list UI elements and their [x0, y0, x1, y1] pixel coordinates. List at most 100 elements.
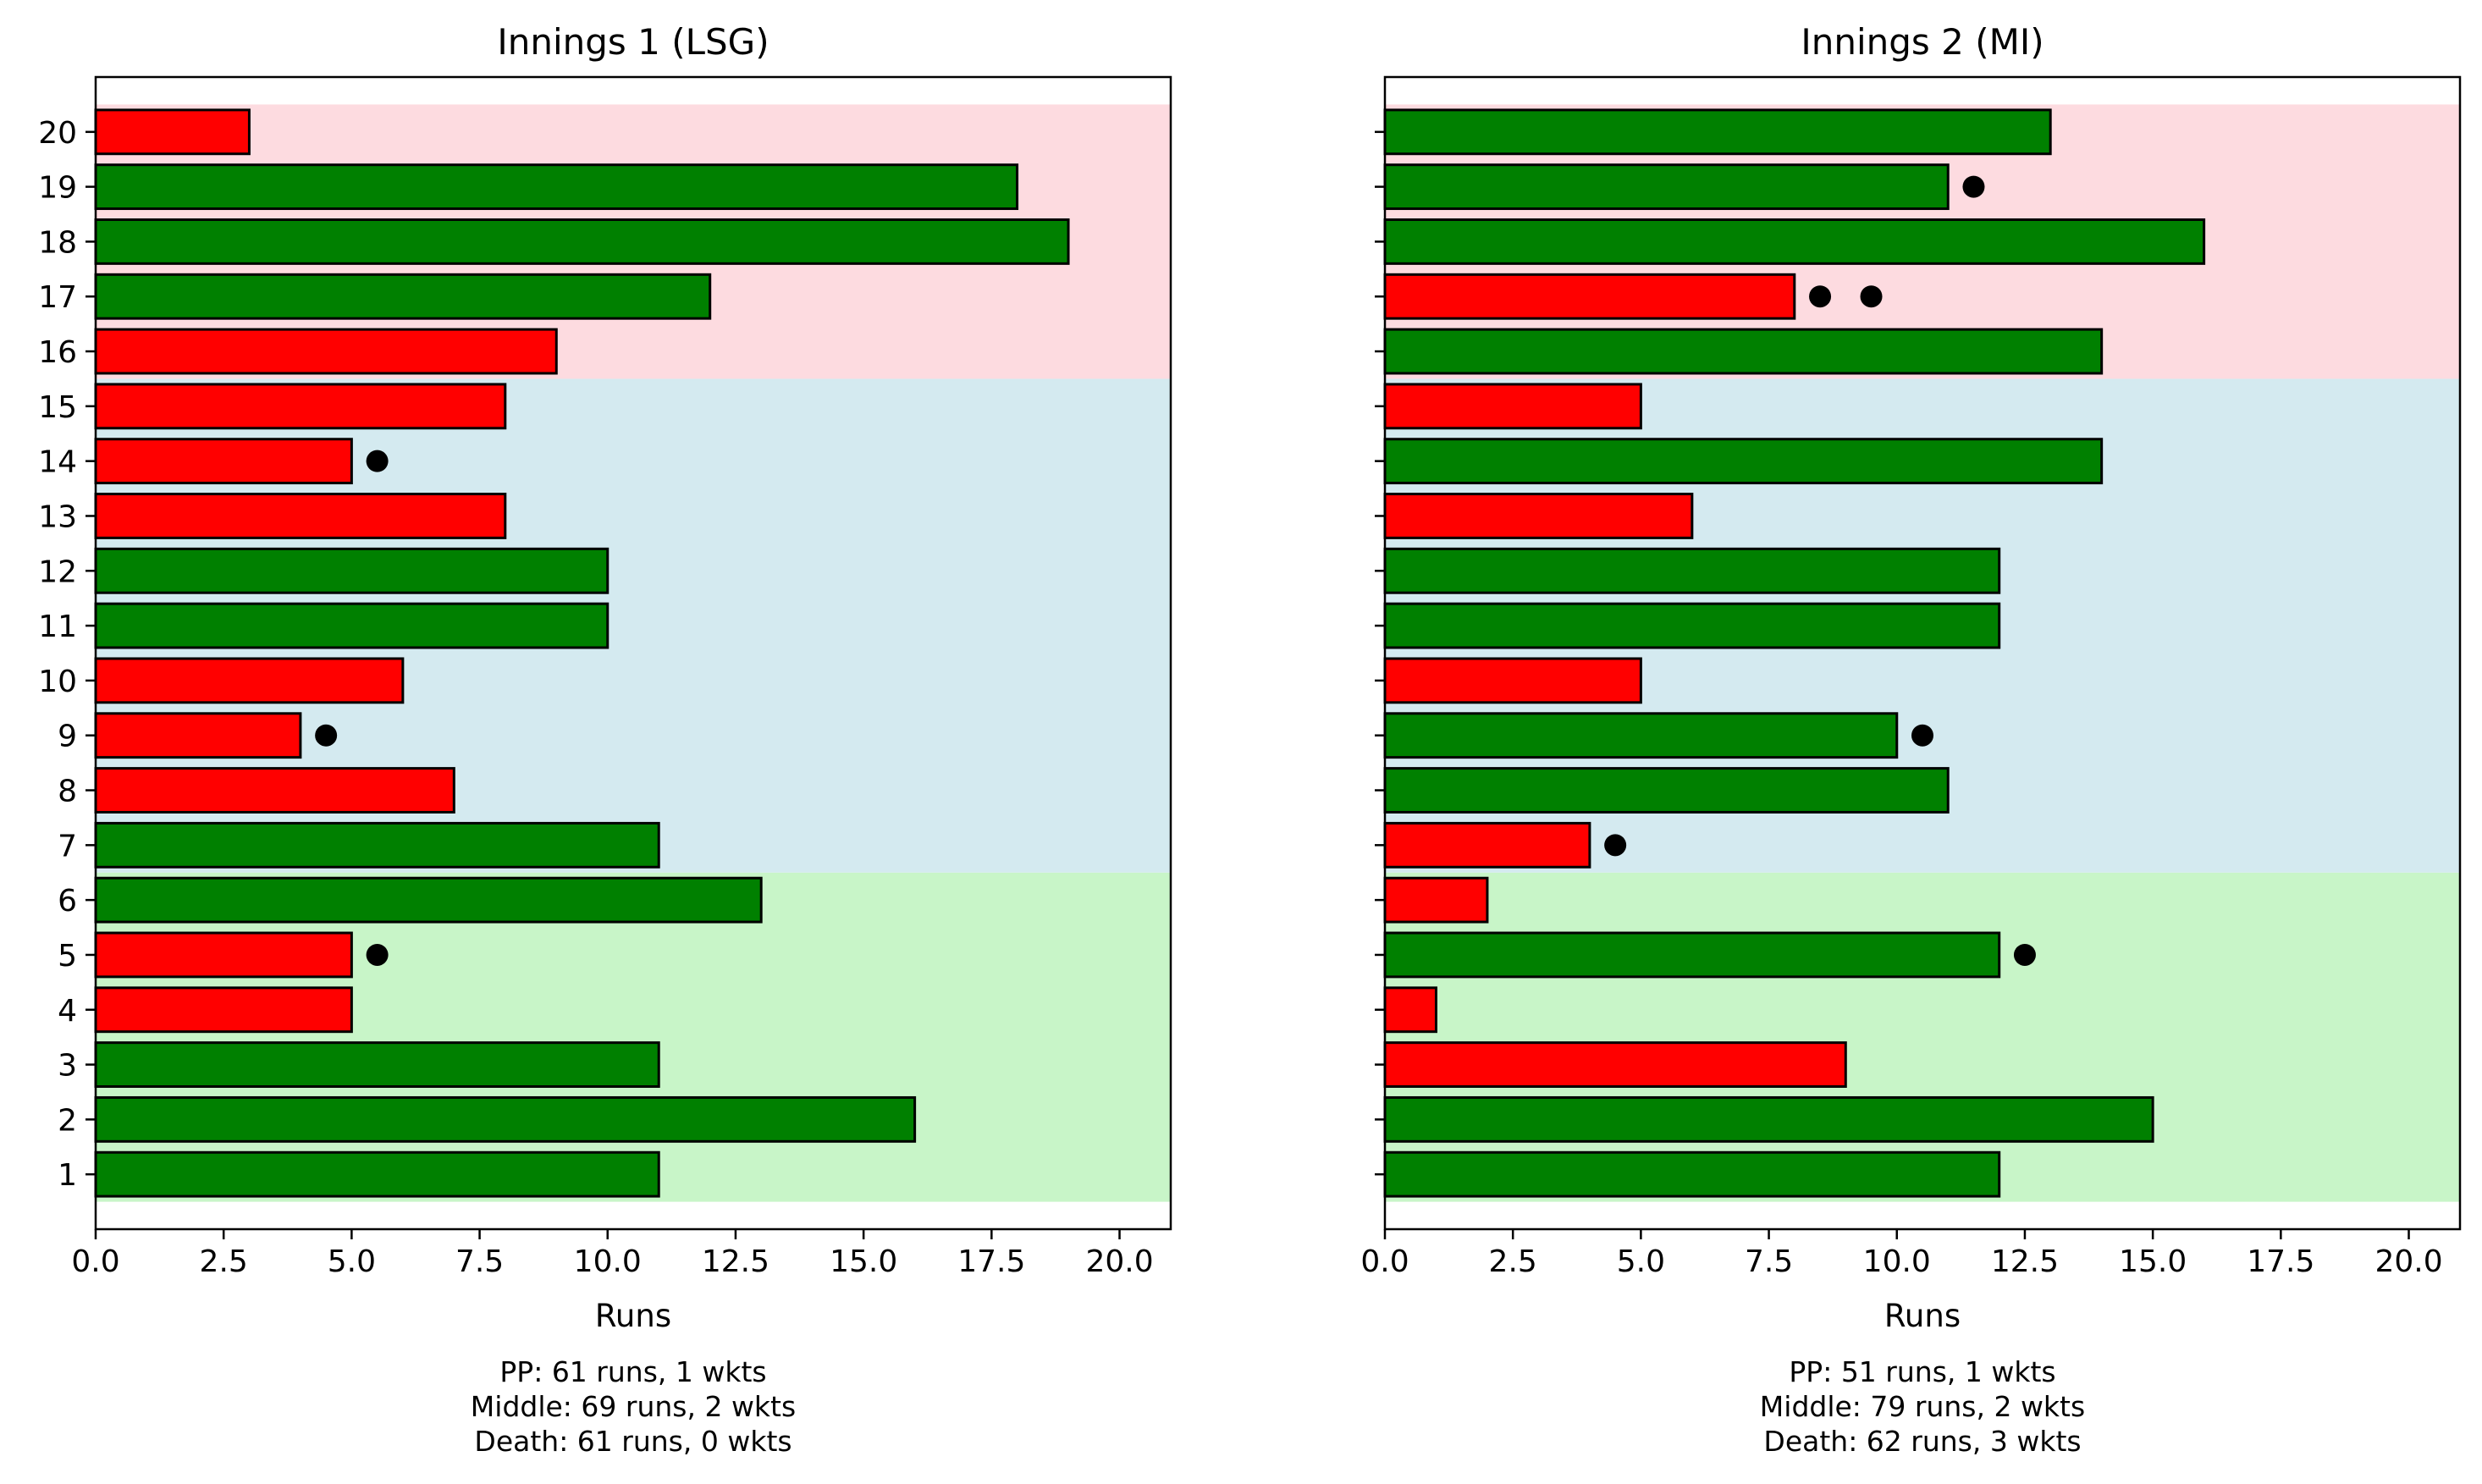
phase-summary-line: Death: 62 runs, 3 wkts — [1763, 1425, 2081, 1458]
bar-over-11 — [1383, 602, 2001, 649]
x-tick-label: 7.5 — [1745, 1244, 1793, 1279]
x-tick-label: 0.0 — [1360, 1244, 1409, 1279]
x-tick-label: 20.0 — [2374, 1244, 2442, 1279]
x-tick-label: 5.0 — [328, 1244, 376, 1279]
bar-over-1 — [1383, 1150, 2001, 1198]
x-tick-label: 15.0 — [830, 1244, 897, 1279]
bar-over-16 — [1383, 328, 2104, 375]
bar-over-10 — [1383, 657, 1642, 704]
phase-summary-line: PP: 51 runs, 1 wkts — [1789, 1355, 2055, 1388]
x-tick-label: 17.5 — [2247, 1244, 2314, 1279]
y-tick-label: 9 — [58, 720, 77, 754]
bar-over-18 — [94, 218, 1070, 265]
y-tick-label: 13 — [38, 499, 77, 534]
x-tick-label: 5.0 — [1617, 1244, 1665, 1279]
wicket-marker-over-5 — [2013, 943, 2036, 966]
y-tick-label: 7 — [58, 829, 77, 863]
panel-innings-2: 0.0 2.5 5.0 7.5 10.0 12.5 15.0 17.5 20.0 Innings … — [1360, 21, 2462, 1458]
bar-over-10 — [94, 657, 405, 704]
bar-over-8 — [94, 767, 455, 814]
x-tick-label: 0.0 — [71, 1244, 119, 1279]
y-tick-label: 5 — [58, 939, 77, 974]
bar-over-3 — [1383, 1041, 1847, 1088]
y-tick-label: 15 — [38, 390, 77, 425]
phase-summary-line: Death: 61 runs, 0 wkts — [474, 1425, 791, 1458]
wicket-marker-over-9 — [315, 724, 338, 747]
x-axis-label: Runs — [1884, 1298, 1961, 1334]
bar-over-18 — [1383, 218, 2206, 265]
bar-over-20 — [1383, 108, 2052, 156]
y-tick-label: 1 — [58, 1158, 77, 1193]
phase-summary-line: PP: 61 runs, 1 wkts — [499, 1355, 766, 1388]
bar-over-13 — [94, 493, 507, 539]
panel-innings-1: 0.0 2.5 5.0 7.5 10.0 12.5 15.0 17.5 20.012345678… — [38, 21, 1172, 1458]
axes-frame — [94, 75, 1172, 1231]
y-tick-label: 14 — [38, 445, 77, 480]
bar-over-4 — [94, 986, 353, 1034]
y-tick-label: 10 — [38, 665, 77, 699]
y-tick-label: 4 — [58, 994, 77, 1029]
bar-over-12 — [1383, 547, 2001, 594]
bar-over-5 — [1383, 931, 2001, 979]
y-tick-label: 6 — [58, 884, 77, 919]
bar-over-17 — [94, 273, 712, 320]
wicket-marker-over-5 — [366, 943, 389, 966]
bar-over-15 — [94, 383, 507, 430]
bar-over-11 — [94, 602, 609, 649]
phase-summary-line: Middle: 79 runs, 2 wkts — [1760, 1390, 2085, 1423]
bar-over-9 — [94, 712, 302, 759]
bar-over-7 — [1383, 821, 1591, 869]
bar-over-6 — [1383, 876, 1489, 924]
y-tick-label: 11 — [38, 610, 77, 644]
bar-over-15 — [1383, 383, 1642, 430]
axes-frame — [1383, 75, 2462, 1231]
bar-over-3 — [94, 1041, 660, 1088]
x-axis-label: Runs — [595, 1298, 671, 1334]
y-tick-label: 12 — [38, 554, 77, 589]
y-tick-label: 8 — [58, 775, 77, 809]
bar-over-19 — [1383, 163, 1950, 211]
phase-band-pp — [1385, 872, 2460, 1202]
x-tick-label: 10.0 — [1863, 1244, 1931, 1279]
wicket-marker-over-17 — [1809, 285, 1832, 308]
bar-over-19 — [94, 163, 1019, 211]
x-tick-label: 2.5 — [200, 1244, 248, 1279]
bar-over-6 — [94, 876, 763, 924]
x-tick-label: 15.0 — [2119, 1244, 2187, 1279]
panel-title: Innings 1 (LSG) — [497, 21, 769, 63]
x-tick-label: 17.5 — [957, 1244, 1025, 1279]
bar-over-12 — [94, 547, 609, 594]
bar-over-9 — [1383, 712, 1899, 759]
x-tick-label: 7.5 — [455, 1244, 504, 1279]
y-tick-label: 19 — [38, 171, 77, 206]
bar-over-2 — [1383, 1095, 2154, 1143]
x-tick-label: 2.5 — [1489, 1244, 1537, 1279]
bar-over-4 — [1383, 986, 1437, 1034]
wicket-marker-over-14 — [366, 450, 389, 472]
x-tick-label: 20.0 — [1085, 1244, 1153, 1279]
bar-over-8 — [1383, 767, 1950, 814]
y-tick-label: 3 — [58, 1049, 77, 1084]
x-tick-label: 12.5 — [702, 1244, 769, 1279]
bar-over-16 — [94, 328, 558, 375]
wicket-marker-over-9 — [1911, 724, 1933, 747]
phase-band-pp — [96, 872, 1171, 1202]
wicket-marker-over-7 — [1604, 834, 1627, 857]
bar-over-7 — [94, 821, 660, 869]
panel-title: Innings 2 (MI) — [1801, 21, 2044, 63]
bar-over-1 — [94, 1150, 660, 1198]
x-tick-label: 10.0 — [574, 1244, 642, 1279]
bar-over-5 — [94, 931, 353, 979]
bar-over-17 — [1383, 273, 1796, 320]
bar-over-14 — [94, 438, 353, 485]
y-tick-label: 17 — [38, 280, 77, 315]
y-tick-label: 2 — [58, 1103, 77, 1138]
y-tick-label: 20 — [38, 116, 77, 151]
bar-over-2 — [94, 1095, 917, 1143]
wicket-marker-over-17 — [1860, 285, 1883, 308]
bar-over-13 — [1383, 493, 1694, 539]
wicket-marker-over-19 — [1962, 175, 1985, 198]
bar-over-20 — [94, 108, 251, 156]
x-tick-label: 12.5 — [1991, 1244, 2059, 1279]
